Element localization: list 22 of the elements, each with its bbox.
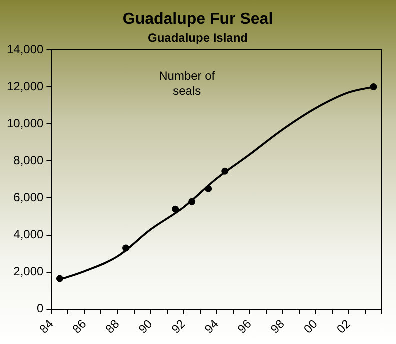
x-tick-label: 02 [334, 316, 354, 336]
x-tick-label: 00 [301, 316, 321, 336]
x-tick-label: 90 [136, 316, 156, 336]
x-tick-label: 86 [70, 316, 90, 336]
point [172, 206, 180, 213]
y-tick-label: 2,000 [14, 264, 44, 279]
x-tick-label: 84 [36, 316, 56, 336]
annotation: Number of seals [159, 69, 216, 98]
x-tick-label: 88 [102, 316, 122, 336]
x-tick-label: 96 [235, 316, 255, 336]
y-tick-label: 6,000 [14, 190, 44, 205]
y-tick-label: 4,000 [14, 228, 44, 242]
y-tick-label: 0 [37, 302, 44, 316]
x-tick-label: 98 [268, 316, 288, 336]
y-tick-label: 10,000 [7, 116, 44, 130]
x-tick-label: 92 [168, 316, 189, 336]
y-tick-label: 8,000 [14, 153, 44, 168]
y-tick-label: 12,000 [7, 79, 44, 94]
chart-title: Guadalupe Fur Seal [122, 11, 274, 28]
chart-subtitle: Guadalupe Island [148, 31, 248, 45]
y-tick-label: 14,000 [7, 42, 44, 56]
x-tick-label: 94 [202, 316, 222, 336]
